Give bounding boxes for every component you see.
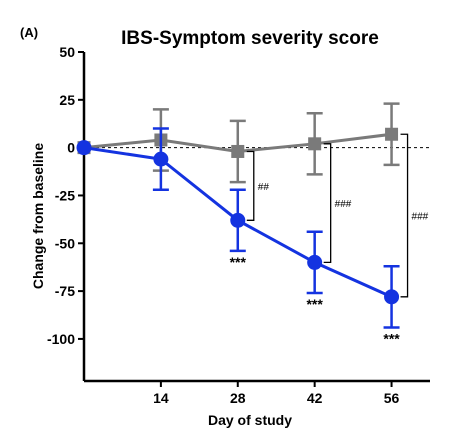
x-tick-label: 42	[307, 390, 323, 406]
y-tick-label: -25	[55, 187, 75, 203]
data-point-square	[231, 144, 245, 158]
comparison-bracket	[323, 143, 332, 264]
data-point-circle	[384, 289, 400, 305]
x-axis-label: Day of study	[208, 412, 292, 428]
chart-title: IBS-Symptom severity score	[121, 28, 379, 49]
y-tick-label: -75	[55, 283, 75, 299]
comparison-bracket-label: ###	[412, 212, 429, 223]
significance-stars: ***	[230, 254, 247, 270]
x-tick-label: 28	[230, 390, 246, 406]
y-tick-label: -100	[47, 331, 75, 347]
data-point-circle	[307, 254, 323, 270]
y-tick-label: -50	[55, 235, 75, 251]
y-tick-label: 25	[59, 92, 75, 108]
panel-label: (A)	[20, 25, 38, 40]
y-tick-label: 50	[59, 44, 75, 60]
comparison-bracket	[246, 150, 255, 221]
y-tick-label: 0	[67, 140, 75, 156]
significance-stars: ***	[383, 330, 400, 346]
significance-stars: ***	[306, 296, 323, 312]
x-tick-label: 14	[153, 390, 169, 406]
comparison-bracket	[400, 133, 409, 298]
data-point-square	[385, 127, 399, 141]
comparison-bracket-label: ##	[258, 182, 270, 193]
comparison-bracket-label: ###	[335, 199, 352, 210]
data-point-circle	[76, 140, 92, 156]
y-axis-label: Change from baseline	[30, 143, 46, 289]
data-point-circle	[153, 151, 169, 167]
x-tick-label: 56	[384, 390, 400, 406]
data-point-square	[308, 137, 322, 151]
data-point-circle	[230, 212, 246, 228]
